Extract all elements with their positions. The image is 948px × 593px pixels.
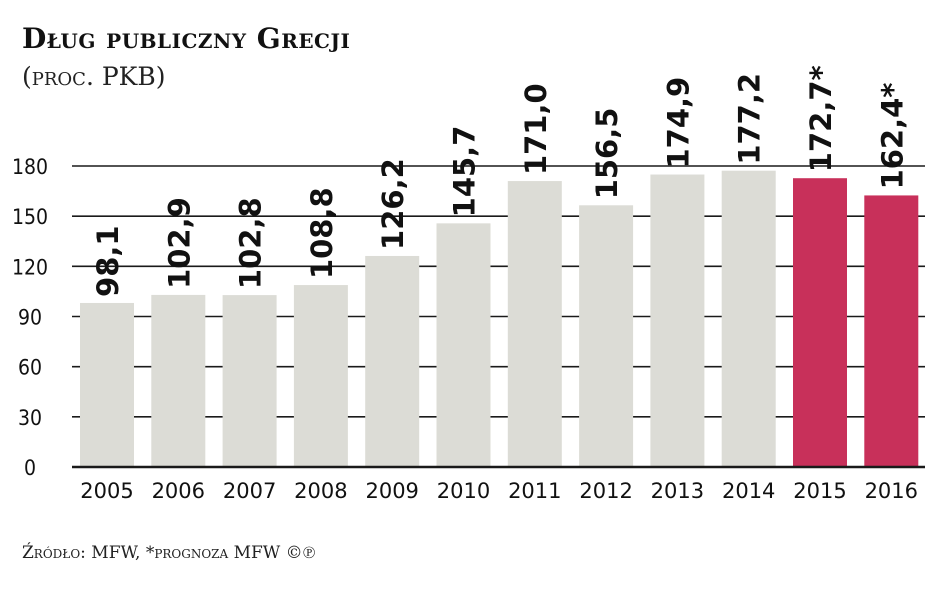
bar [222, 295, 277, 467]
y-tick-label: 90 [18, 306, 42, 330]
x-tick-label: 2010 [437, 479, 490, 503]
x-tick-labels: 2005 2006 2007 2008 2009 2010 2011 2012 2013 2014… [80, 479, 918, 503]
value-labels: 98,1 102,9 102,8 108,8 126,2 145,7 171,0 156,5 1… [91, 65, 909, 297]
x-tick-label: 2012 [579, 479, 632, 503]
bar-value-label: 162,4* [875, 83, 909, 190]
x-tick-label: 2008 [294, 479, 347, 503]
bar-value-label: 108,8 [305, 187, 339, 279]
x-tick-label: 2011 [508, 479, 561, 503]
y-tick-labels: 0 30 60 90 120 150 180 [12, 155, 48, 480]
y-tick-label: 120 [12, 255, 48, 279]
bar [579, 205, 634, 467]
bar [650, 174, 705, 468]
x-tick-label: 2016 [865, 479, 918, 503]
y-tick-label: 180 [12, 155, 48, 179]
bar [864, 195, 919, 468]
bar-chart: 0 30 60 90 120 150 180 98,1 102,9 102,8 108,8 126,2… [12, 65, 925, 503]
x-tick-label: 2006 [152, 479, 205, 503]
bar [365, 255, 420, 467]
chart-subtitle: (proc. PKB) [22, 62, 166, 91]
bar [80, 302, 134, 467]
x-tick-label: 2007 [223, 479, 276, 503]
source-note: Źródło: MFW, *prognoza MFW ©℗ [22, 543, 316, 563]
y-tick-label: 60 [18, 356, 42, 380]
bar [293, 285, 348, 467]
bar [151, 294, 206, 467]
bar-value-label: 98,1 [91, 225, 125, 297]
bar-value-label: 172,7* [804, 65, 838, 172]
x-tick-label: 2013 [651, 479, 704, 503]
bar [793, 178, 847, 468]
bar [507, 181, 562, 468]
bar-value-label: 174,9 [661, 77, 695, 169]
bar-value-label: 126,2 [376, 158, 410, 250]
bar [436, 223, 491, 467]
bar-value-label: 102,9 [162, 197, 196, 289]
x-tick-label: 2009 [365, 479, 418, 503]
x-tick-label: 2005 [80, 479, 133, 503]
bar [721, 170, 776, 467]
bar-value-label: 156,5 [590, 108, 624, 200]
chart-title: Dług publiczny Grecji [22, 22, 351, 55]
bar-value-label: 145,7 [448, 126, 482, 218]
bar-value-label: 177,2 [733, 73, 767, 165]
x-tick-label: 2014 [722, 479, 775, 503]
y-tick-label: 30 [18, 406, 42, 430]
y-tick-label: 0 [24, 456, 36, 480]
bar-value-label: 171,0 [519, 83, 553, 175]
bar-value-label: 102,8 [234, 197, 268, 289]
bars [80, 170, 919, 468]
y-tick-label: 150 [12, 205, 48, 229]
gridlines [72, 165, 925, 418]
x-tick-label: 2015 [793, 479, 846, 503]
